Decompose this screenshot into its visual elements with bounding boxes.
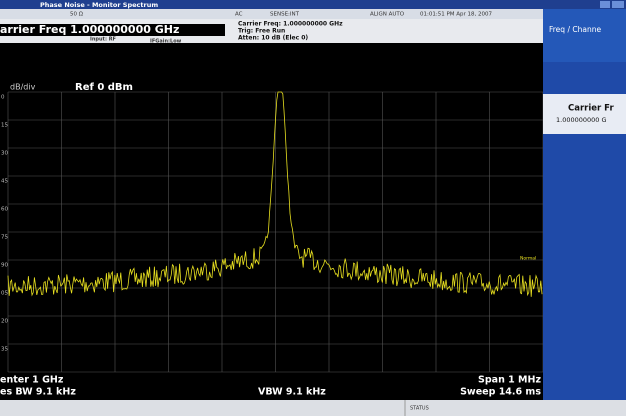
y-label: 90: [1, 263, 8, 269]
softkey-value: 1.000000000 G: [556, 116, 607, 124]
y-labels: 0 15 30 45 60 75 90 05 20 35: [1, 95, 8, 353]
span: Span 1 MHz: [478, 375, 541, 386]
y-label: 60: [1, 207, 8, 213]
menu-panel: [543, 9, 626, 400]
timestamp: 01:01:51 PM Apr 18, 2007: [420, 12, 493, 18]
y-label: 30: [1, 151, 8, 157]
softkey[interactable]: [543, 94, 626, 134]
detector: Normal: [520, 256, 536, 262]
res-bw: es BW 9.1 kHz: [0, 387, 76, 398]
carrier-box: [0, 24, 225, 36]
carrier-detail: Carrier Freq: 1.000000000 GHz: [238, 21, 343, 28]
carrier-freq: arrier Freq 1.000000000 GHz: [0, 23, 179, 36]
ref-level: Ref 0 dBm: [75, 82, 133, 93]
if-gain: IFGain:Low: [150, 39, 182, 45]
trig: Trig: Free Run: [238, 28, 285, 35]
sense: SENSE:INT: [270, 12, 300, 18]
center-freq: enter 1 GHz: [0, 375, 64, 386]
scale: dB/div: [10, 83, 36, 92]
window-title: Phase Noise - Monitor Spectrum: [40, 1, 158, 9]
align: ALIGN AUTO: [370, 12, 405, 18]
y-label: 15: [1, 123, 8, 129]
sweep: Sweep 14.6 ms: [460, 387, 541, 398]
min-button[interactable]: [600, 1, 610, 8]
vbw: VBW 9.1 kHz: [258, 387, 326, 398]
max-button[interactable]: [612, 1, 624, 8]
graticule: [7, 91, 544, 373]
status-label: STATUS: [410, 406, 429, 412]
y-label: 05: [1, 291, 8, 297]
y-label: 75: [1, 235, 8, 241]
display-area: [0, 9, 543, 400]
coupling: AC: [235, 12, 243, 18]
input: Input: RF: [90, 37, 116, 43]
softkey-label: Carrier Fr: [568, 104, 614, 114]
y-label: 35: [1, 347, 8, 353]
status-bar: [0, 400, 626, 416]
atten: Atten: 10 dB (Elec 0): [238, 35, 308, 42]
y-label: 0: [1, 95, 5, 101]
menu-title: Freq / Channe: [549, 25, 601, 34]
y-label: 20: [1, 319, 8, 325]
trace: [7, 91, 543, 297]
menu-header: [543, 9, 626, 62]
status-line: [0, 9, 543, 19]
impedance: 50 Ω: [70, 12, 83, 18]
y-label: 45: [1, 179, 8, 185]
title-bar: [0, 0, 626, 9]
